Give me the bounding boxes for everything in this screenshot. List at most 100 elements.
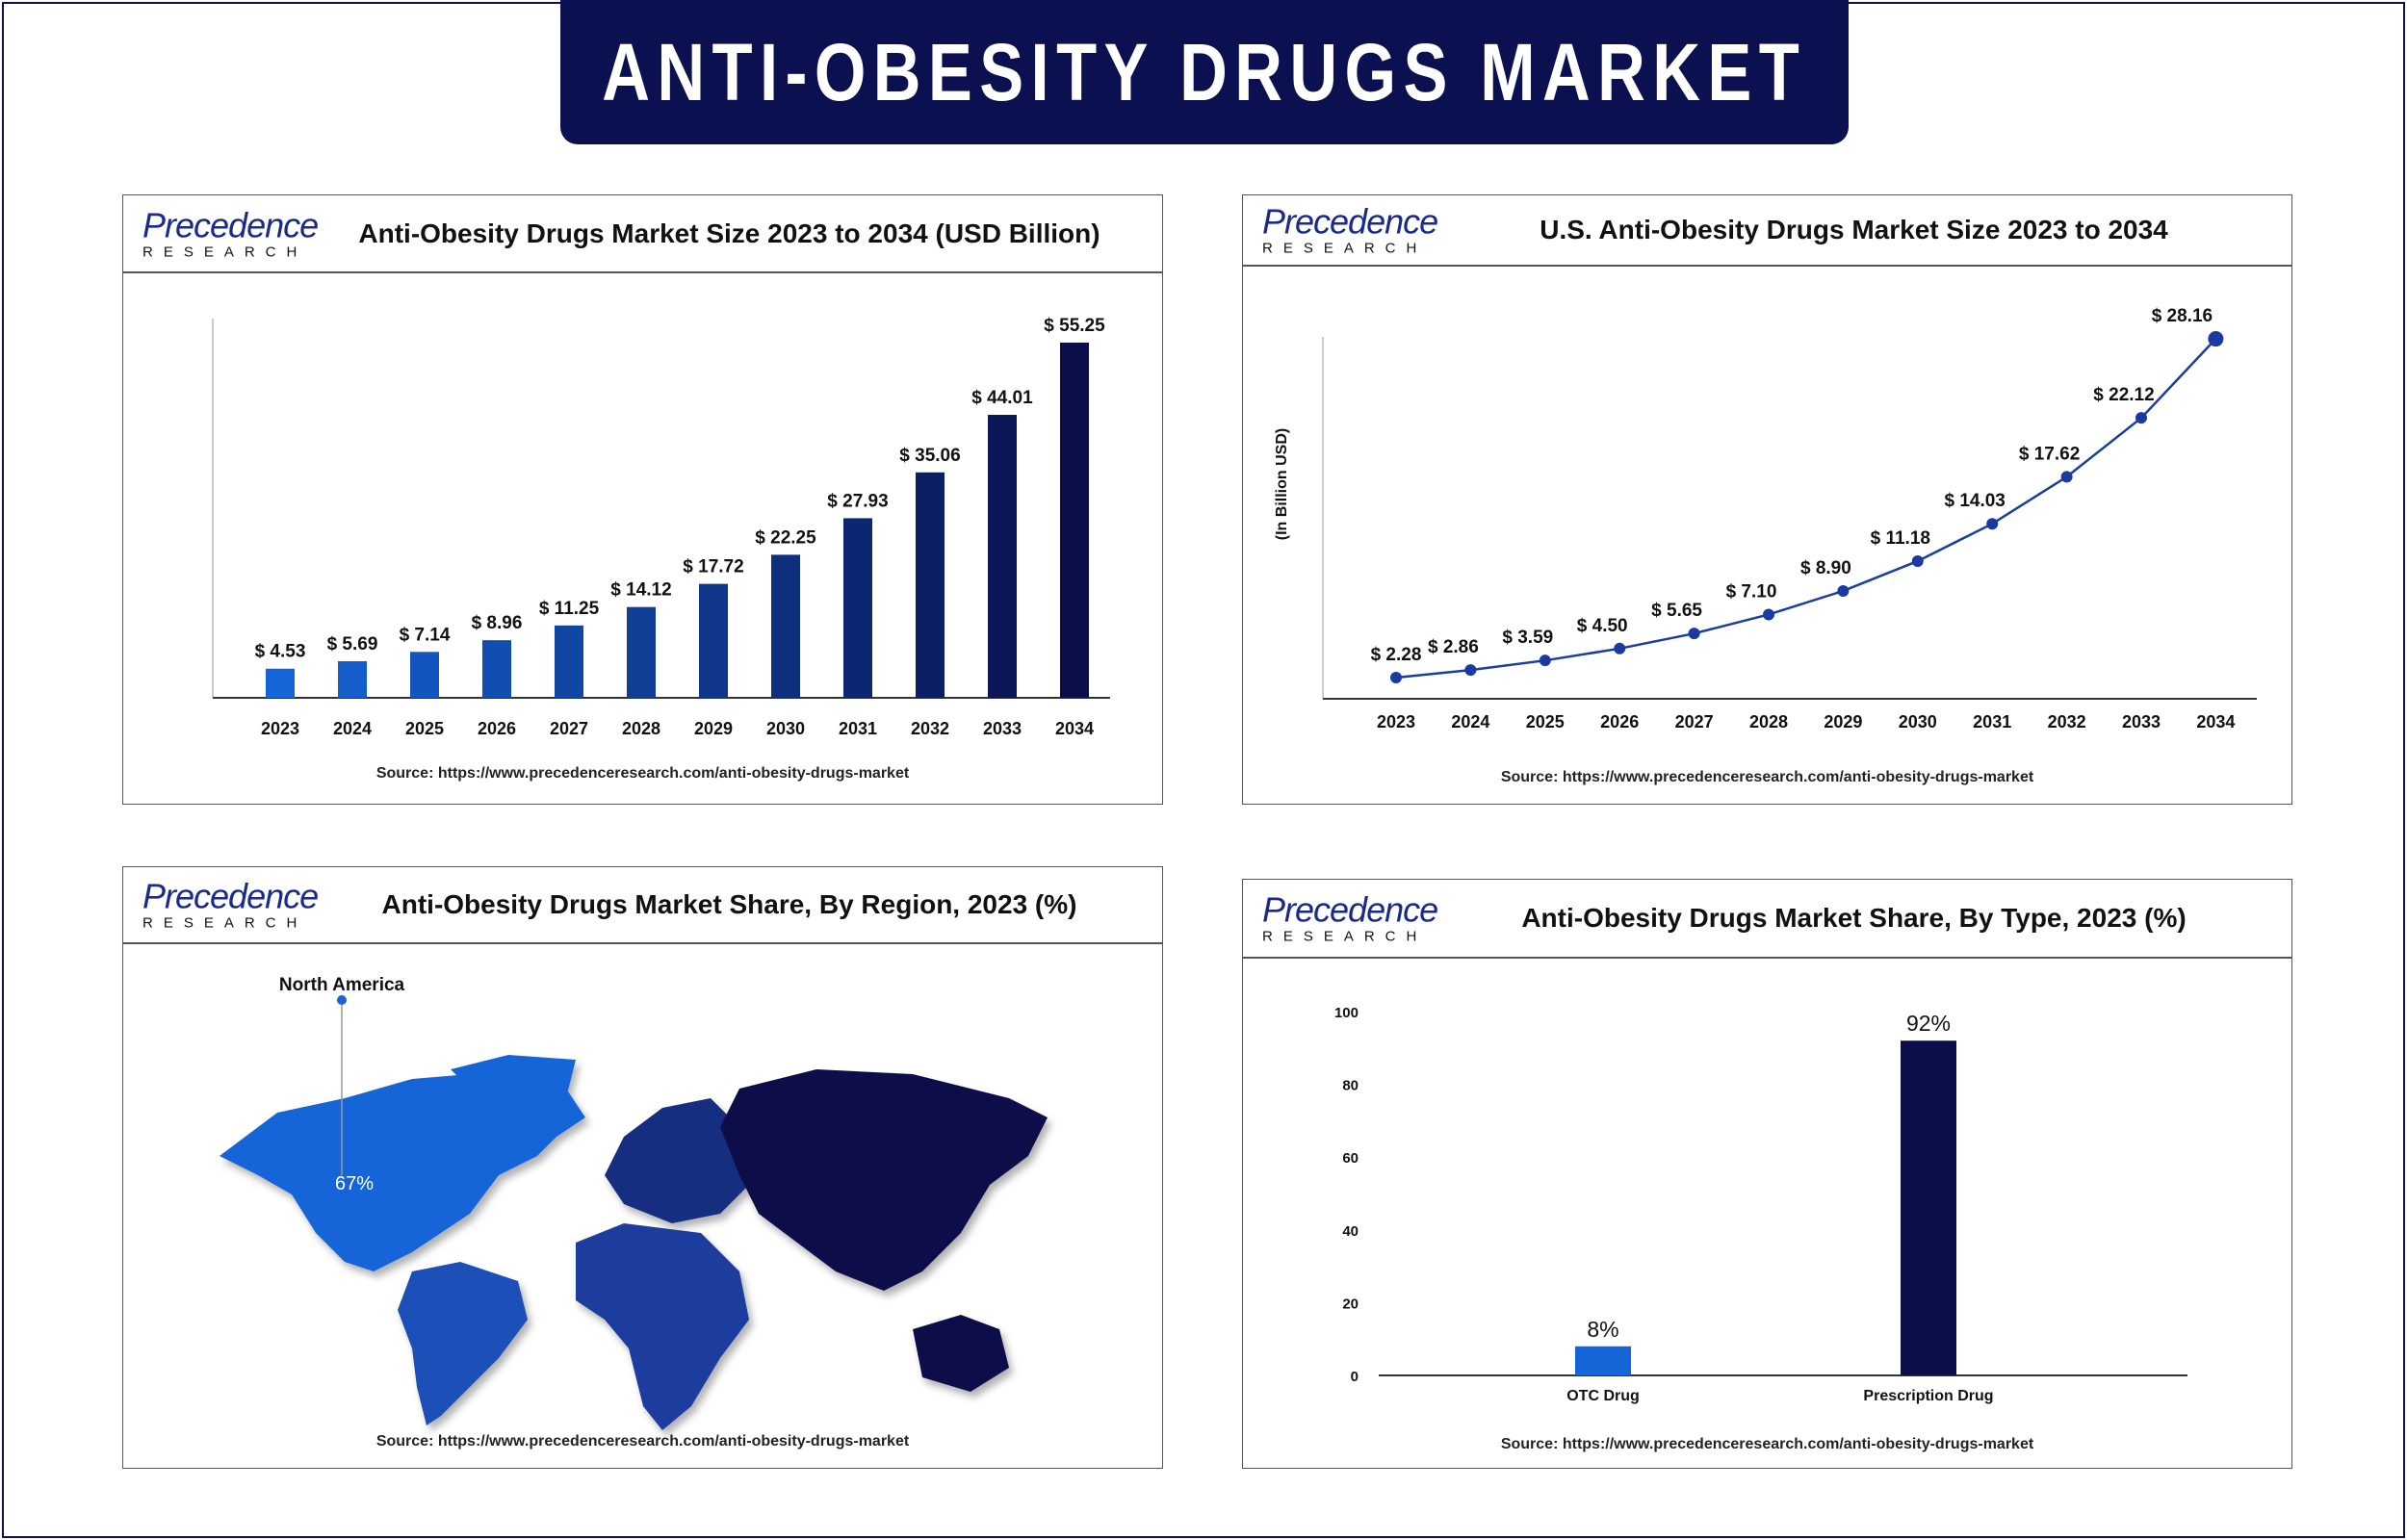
x-tick-label: 2033 [983,719,1022,738]
line-chart-us: (In Billion USD) $ 2.28 2023 $ 2.86 2024 $ 3.… [1274,306,2257,732]
map-south-america [398,1262,528,1425]
data-point-2025 [1539,654,1551,667]
bar-2032 [916,472,945,698]
bar-value-label: $ 17.72 [683,557,743,578]
point-value-label: $ 22.12 [2093,385,2154,405]
bar-2027 [555,625,583,698]
x-tick-label: 2030 [1899,712,1937,732]
bar-value-label: $ 8.96 [472,613,523,633]
page-banner: ANTI-OBESITY DRUGS MARKET [560,0,1849,144]
data-point-2033 [2135,412,2147,424]
map-europe [605,1098,759,1223]
bar-value-label: $ 4.53 [255,642,306,662]
point-value-label: $ 4.50 [1577,616,1628,636]
map-africa [576,1223,749,1430]
bar-2029 [699,583,728,698]
bar-2033 [988,415,1017,698]
point-value-label: $ 7.10 [1726,581,1777,602]
x-tick-label: 2027 [550,719,588,738]
map-greenland [451,1055,576,1119]
x-tick-label: 2024 [333,719,372,738]
bar-value-label: $ 7.14 [400,625,451,645]
bar-2028 [627,606,656,698]
market-size-panel: Precedence RESEARCH Anti-Obesity Drugs Ma… [122,194,1163,805]
point-value-label: $ 3.59 [1502,628,1553,648]
data-point-2031 [1986,518,1999,530]
x-tick-label: 2025 [1526,712,1565,732]
point-value-label: $ 14.03 [1944,491,2005,511]
chart-title: Anti-Obesity Drugs Market Share, By Type… [1521,903,2187,933]
x-tick-label: 2028 [1749,712,1788,732]
series-line [1395,338,2217,680]
y-axis-label: (In Billion USD) [1274,428,1290,540]
region-value-north-america: 67% [335,1173,374,1194]
x-tick-label: 2033 [2122,712,2161,732]
x-tick-label: Prescription Drug [1863,1388,1993,1404]
point-value-label: $ 17.62 [2019,444,2080,464]
point-value-label: $ 2.28 [1371,645,1422,665]
data-point-2034 [2208,331,2224,347]
data-point-2030 [1911,554,1924,567]
x-tick-label: 2023 [1377,712,1415,732]
bar-value-label: $ 27.93 [827,491,888,511]
panel-header: Precedence RESEARCH Anti-Obesity Drugs Ma… [1243,880,2291,959]
region-share-panel: Precedence RESEARCH Anti-Obesity Drugs Ma… [122,866,1163,1469]
bar-2030 [771,554,800,698]
y-tick-label: 20 [1342,1296,1359,1312]
source-text: Source: https://www.precedenceresearch.c… [1500,769,2034,785]
data-point-2032 [2060,471,2073,483]
bar-value-label: 8% [1587,1317,1618,1342]
bar-chart-type: 0 20 40 60 80 100 8% OTC Drug 92% Prescription Dr… [1334,1005,2187,1404]
region-label-north-america: North America [279,975,405,995]
x-tick-label: 2034 [2196,712,2235,732]
bar-2024 [338,660,367,698]
world-map: North America 67% [220,975,1048,1430]
data-point-2023 [1390,672,1402,683]
bar-value-label: $ 44.01 [971,388,1033,408]
point-value-label: $ 5.65 [1651,601,1702,621]
bar-value-label: $ 14.12 [610,580,671,601]
y-tick-label: 40 [1342,1223,1359,1240]
panel-header: Precedence RESEARCH Anti-Obesity Drugs Ma… [123,867,1162,944]
us-market-panel: Precedence RESEARCH U.S. Anti-Obesity Dru… [1242,194,2292,805]
precedence-logo: Precedence RESEARCH [1262,889,1438,945]
bar-otc-drug [1575,1346,1631,1375]
bar-2025 [410,652,439,698]
page-title: ANTI-OBESITY DRUGS MARKET [602,26,1807,117]
x-tick-label: 2029 [1824,712,1862,732]
x-tick-label: 2023 [261,719,299,738]
x-tick-label: 2031 [839,719,877,738]
bar-value-label: $ 55.25 [1044,316,1105,336]
bar-2034 [1060,342,1089,698]
data-point-2024 [1464,664,1477,677]
precedence-logo: Precedence RESEARCH [142,876,319,932]
point-value-label: $ 2.86 [1428,637,1479,657]
source-text: Source: https://www.precedenceresearch.c… [1500,1436,2034,1452]
source-text: Source: https://www.precedenceresearch.c… [375,1433,910,1450]
source-text: Source: https://www.precedenceresearch.c… [375,765,910,782]
data-point-2028 [1763,608,1774,621]
y-tick-label: 0 [1351,1369,1359,1385]
y-tick-label: 80 [1342,1078,1359,1094]
bar-value-label: 92% [1906,1011,1951,1036]
x-tick-label: OTC Drug [1566,1388,1640,1404]
x-tick-label: 2029 [694,719,733,738]
bar-2023 [266,668,295,698]
x-tick-label: 2028 [622,719,660,738]
x-tick-label: 2032 [2048,712,2086,732]
precedence-logo: Precedence RESEARCH [1262,201,1438,257]
panel-header: Precedence RESEARCH U.S. Anti-Obesity Dru… [1243,195,2291,267]
precedence-logo: Precedence RESEARCH [142,205,319,260]
x-tick-label: 2027 [1675,712,1714,732]
bar-chart-global: $ 4.53 2023 $ 5.69 2024 $ 7.14 2025 $ 8.96 2026… [212,316,1110,738]
bar-value-label: $ 35.06 [899,446,960,466]
callout-dot [337,995,347,1005]
map-australia [913,1315,1009,1392]
type-share-panel: Precedence RESEARCH Anti-Obesity Drugs Ma… [1242,879,2292,1469]
chart-title: Anti-Obesity Drugs Market Size 2023 to 2… [358,218,1100,248]
point-value-label: $ 28.16 [2152,306,2213,326]
x-tick-label: 2024 [1451,712,1489,732]
point-value-label: $ 8.90 [1800,558,1851,578]
bar-value-label: $ 11.25 [539,599,600,619]
data-point-2029 [1837,584,1850,597]
